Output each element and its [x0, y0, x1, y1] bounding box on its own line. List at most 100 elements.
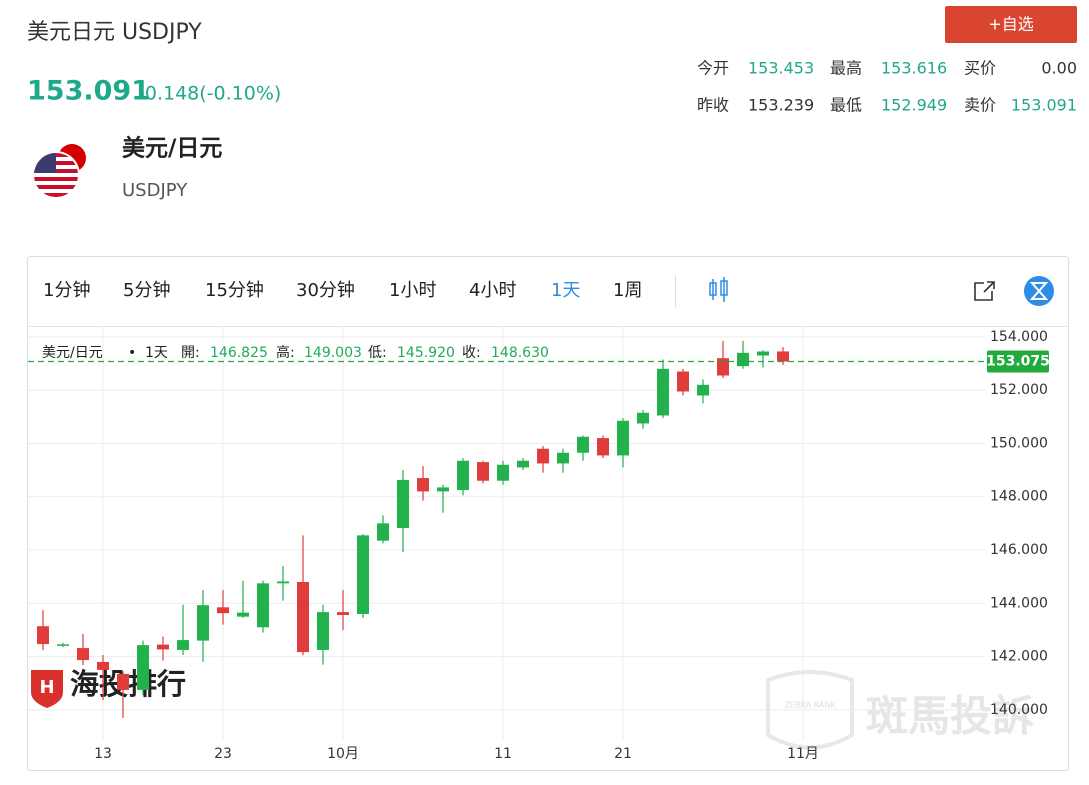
candle-body	[37, 626, 49, 645]
interval-tab[interactable]: 1天	[551, 280, 580, 301]
stat-value: 152.949	[881, 96, 947, 115]
candle-body	[437, 487, 449, 492]
x-tick-label: 11月	[787, 746, 819, 762]
candle-body	[777, 351, 789, 362]
stat-label: 卖价	[964, 96, 996, 115]
chart-type-button[interactable]	[709, 277, 728, 302]
legend-high-label: 高:	[276, 344, 295, 361]
x-tick-label: 21	[614, 746, 632, 762]
add-watchlist-button[interactable]: +自选	[945, 6, 1077, 43]
candle-body	[177, 640, 189, 650]
candle-body	[537, 448, 549, 464]
candle-body	[377, 523, 389, 541]
candle-body	[357, 535, 369, 614]
stat-value: 153.453	[748, 59, 814, 78]
instrument-name: 美元/日元	[122, 135, 222, 162]
interval-tab[interactable]: 4小时	[469, 280, 516, 301]
legend-low: 145.920	[397, 345, 455, 361]
candle-body	[117, 673, 129, 690]
interval-tab[interactable]: 1分钟	[43, 280, 90, 301]
candle-body	[477, 462, 489, 481]
candle-body	[197, 605, 209, 641]
stat-label: 最高	[830, 59, 862, 78]
candle-body	[157, 644, 169, 650]
candle-body	[697, 384, 709, 396]
flag-icon	[32, 144, 86, 199]
candle-body	[77, 648, 89, 661]
y-tick-label: 148.000	[990, 489, 1048, 505]
us-flag	[34, 153, 78, 197]
legend-close: 148.630	[491, 345, 549, 361]
price: 153.091	[27, 76, 150, 107]
button-label: +自选	[988, 15, 1033, 34]
stat-label: 昨收	[697, 96, 729, 115]
interval-tab[interactable]: 1周	[613, 280, 642, 301]
stat-value: 153.616	[881, 59, 947, 78]
logo-watermark: H 海投排行	[31, 667, 186, 708]
candle-body	[757, 351, 769, 356]
x-tick-label: 23	[214, 746, 232, 762]
page-title: 美元日元 USDJPY	[27, 20, 202, 45]
y-tick-label: 146.000	[990, 542, 1048, 558]
candle-body	[237, 612, 249, 617]
stat-value: 153.239	[748, 96, 814, 115]
candle-body	[617, 420, 629, 456]
interval-tab[interactable]: 1小时	[389, 280, 436, 301]
legend-open: 146.825	[210, 345, 268, 361]
y-tick-label: 144.000	[990, 595, 1048, 611]
y-tick-label: 140.000	[990, 702, 1048, 718]
candle-body	[657, 368, 669, 416]
plot-area	[28, 327, 985, 740]
y-tick-label: 154.000	[990, 329, 1048, 345]
legend-open-label: 開:	[181, 345, 200, 361]
candle-body	[497, 464, 509, 481]
legend-interval: 1天	[145, 345, 168, 361]
candle-body	[257, 583, 269, 628]
price-tag	[987, 350, 1049, 373]
interval-tab[interactable]: 15分钟	[205, 280, 264, 301]
stat-label: 今开	[697, 59, 729, 78]
zebra-small: ZEBRA RANK	[784, 701, 836, 710]
candle-body	[517, 460, 529, 468]
x-tick-label: 13	[94, 746, 112, 762]
price-tag-label: 153.075	[986, 354, 1050, 370]
legend-dot: •	[128, 345, 136, 361]
candle-body	[717, 358, 729, 376]
candle-body	[557, 452, 569, 464]
candle-body	[457, 460, 469, 491]
x-tick-label: 11	[494, 746, 512, 762]
zebra-text: 斑馬投訴	[866, 692, 1034, 741]
stat-value: 0.00	[1041, 59, 1077, 78]
candle-body	[577, 436, 589, 453]
candle-body	[337, 612, 349, 616]
y-tick-label: 142.000	[990, 649, 1048, 665]
interval-tab[interactable]: 5分钟	[123, 280, 170, 301]
share-button[interactable]	[974, 281, 995, 301]
candle-body	[417, 478, 429, 492]
candle-body	[737, 352, 749, 367]
tradingview-button[interactable]	[1024, 276, 1054, 306]
legend-close-label: 收:	[462, 345, 481, 361]
candle-body	[97, 661, 109, 670]
legend-name: 美元/日元	[42, 345, 103, 361]
candle-body	[137, 645, 149, 690]
candle-body	[677, 371, 689, 392]
candle-body	[317, 612, 329, 650]
chart-panel	[27, 256, 1069, 771]
candle-body	[297, 581, 309, 653]
stat-label: 买价	[964, 59, 996, 78]
candle-body	[217, 607, 229, 614]
interval-tab[interactable]: 30分钟	[296, 280, 355, 301]
y-tick-label: 152.000	[990, 382, 1048, 398]
stat-value: 153.091	[1011, 96, 1077, 115]
candle-body	[57, 644, 69, 646]
stat-label: 最低	[830, 96, 862, 115]
legend-low-label: 低:	[368, 345, 387, 361]
button-bg	[945, 6, 1077, 43]
instrument-code: USDJPY	[122, 180, 188, 201]
candle-body	[637, 412, 649, 424]
legend-high: 149.003	[304, 345, 362, 361]
candle-body	[597, 438, 609, 456]
y-tick-label: 150.000	[990, 435, 1048, 451]
